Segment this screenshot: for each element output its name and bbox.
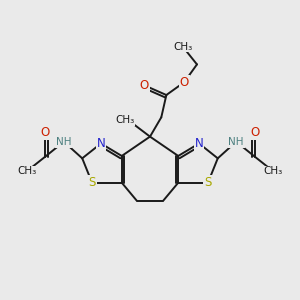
Text: O: O [140,79,149,92]
Text: NH: NH [56,137,72,147]
Text: NH: NH [228,137,244,147]
Text: S: S [88,176,96,189]
Text: S: S [204,176,211,189]
Text: CH₃: CH₃ [173,42,192,52]
Text: N: N [195,137,203,150]
Text: O: O [180,76,189,89]
Text: CH₃: CH₃ [116,115,135,125]
Text: N: N [97,137,105,150]
Text: CH₃: CH₃ [264,167,283,176]
Text: CH₃: CH₃ [17,167,36,176]
Text: O: O [250,126,259,139]
Text: O: O [41,126,50,139]
